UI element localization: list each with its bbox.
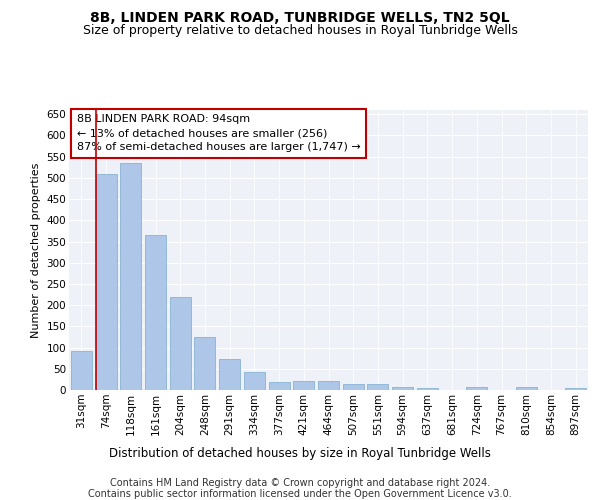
Text: 8B LINDEN PARK ROAD: 94sqm
← 13% of detached houses are smaller (256)
87% of sem: 8B LINDEN PARK ROAD: 94sqm ← 13% of deta… <box>77 114 361 152</box>
Bar <box>194 337 215 390</box>
Bar <box>392 386 413 390</box>
Bar <box>120 163 141 390</box>
Bar <box>516 387 537 390</box>
Bar <box>367 384 388 390</box>
Bar <box>269 382 290 390</box>
Bar <box>219 360 240 390</box>
Bar <box>343 384 364 390</box>
Bar <box>95 174 116 390</box>
Bar <box>71 350 92 390</box>
Bar <box>466 387 487 390</box>
Bar <box>293 381 314 390</box>
Bar <box>244 372 265 390</box>
Y-axis label: Number of detached properties: Number of detached properties <box>31 162 41 338</box>
Bar <box>318 381 339 390</box>
Bar <box>170 296 191 390</box>
Text: Contains HM Land Registry data © Crown copyright and database right 2024.
Contai: Contains HM Land Registry data © Crown c… <box>88 478 512 499</box>
Bar <box>417 388 438 390</box>
Bar <box>145 235 166 390</box>
Text: Size of property relative to detached houses in Royal Tunbridge Wells: Size of property relative to detached ho… <box>83 24 517 37</box>
Text: Distribution of detached houses by size in Royal Tunbridge Wells: Distribution of detached houses by size … <box>109 448 491 460</box>
Text: 8B, LINDEN PARK ROAD, TUNBRIDGE WELLS, TN2 5QL: 8B, LINDEN PARK ROAD, TUNBRIDGE WELLS, T… <box>90 11 510 25</box>
Bar <box>565 388 586 390</box>
